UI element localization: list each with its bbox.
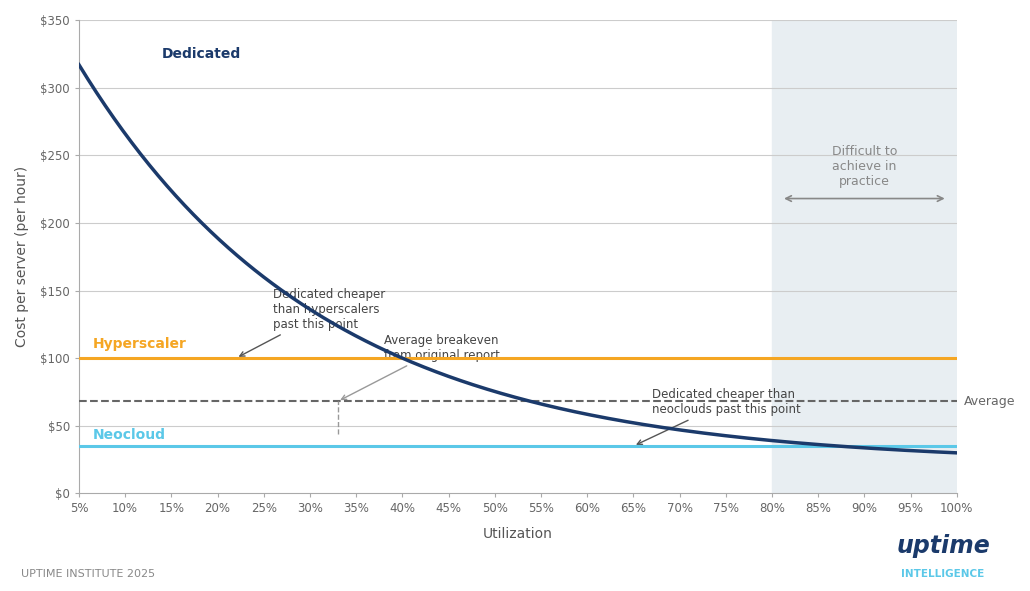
Text: INTELLIGENCE: INTELLIGENCE: [901, 569, 985, 579]
Text: Difficult to
achieve in
practice: Difficult to achieve in practice: [831, 145, 897, 188]
X-axis label: Utilization: Utilization: [483, 527, 553, 541]
Text: Average: Average: [964, 395, 1016, 408]
Text: Hyperscaler: Hyperscaler: [93, 337, 186, 352]
Text: Dedicated cheaper
than hyperscalers
past this point: Dedicated cheaper than hyperscalers past…: [240, 288, 385, 356]
Text: UPTIME INSTITUTE 2025: UPTIME INSTITUTE 2025: [21, 569, 154, 579]
Y-axis label: Cost per server (per hour): Cost per server (per hour): [15, 166, 29, 348]
Text: Dedicated: Dedicated: [162, 47, 241, 60]
Text: uptime: uptime: [896, 534, 990, 558]
Text: Neocloud: Neocloud: [93, 428, 166, 442]
Text: Average breakeven
from original report: Average breakeven from original report: [342, 334, 500, 400]
Bar: [771, 20, 957, 493]
Text: Dedicated cheaper than
neoclouds past this point: Dedicated cheaper than neoclouds past th…: [638, 388, 800, 444]
